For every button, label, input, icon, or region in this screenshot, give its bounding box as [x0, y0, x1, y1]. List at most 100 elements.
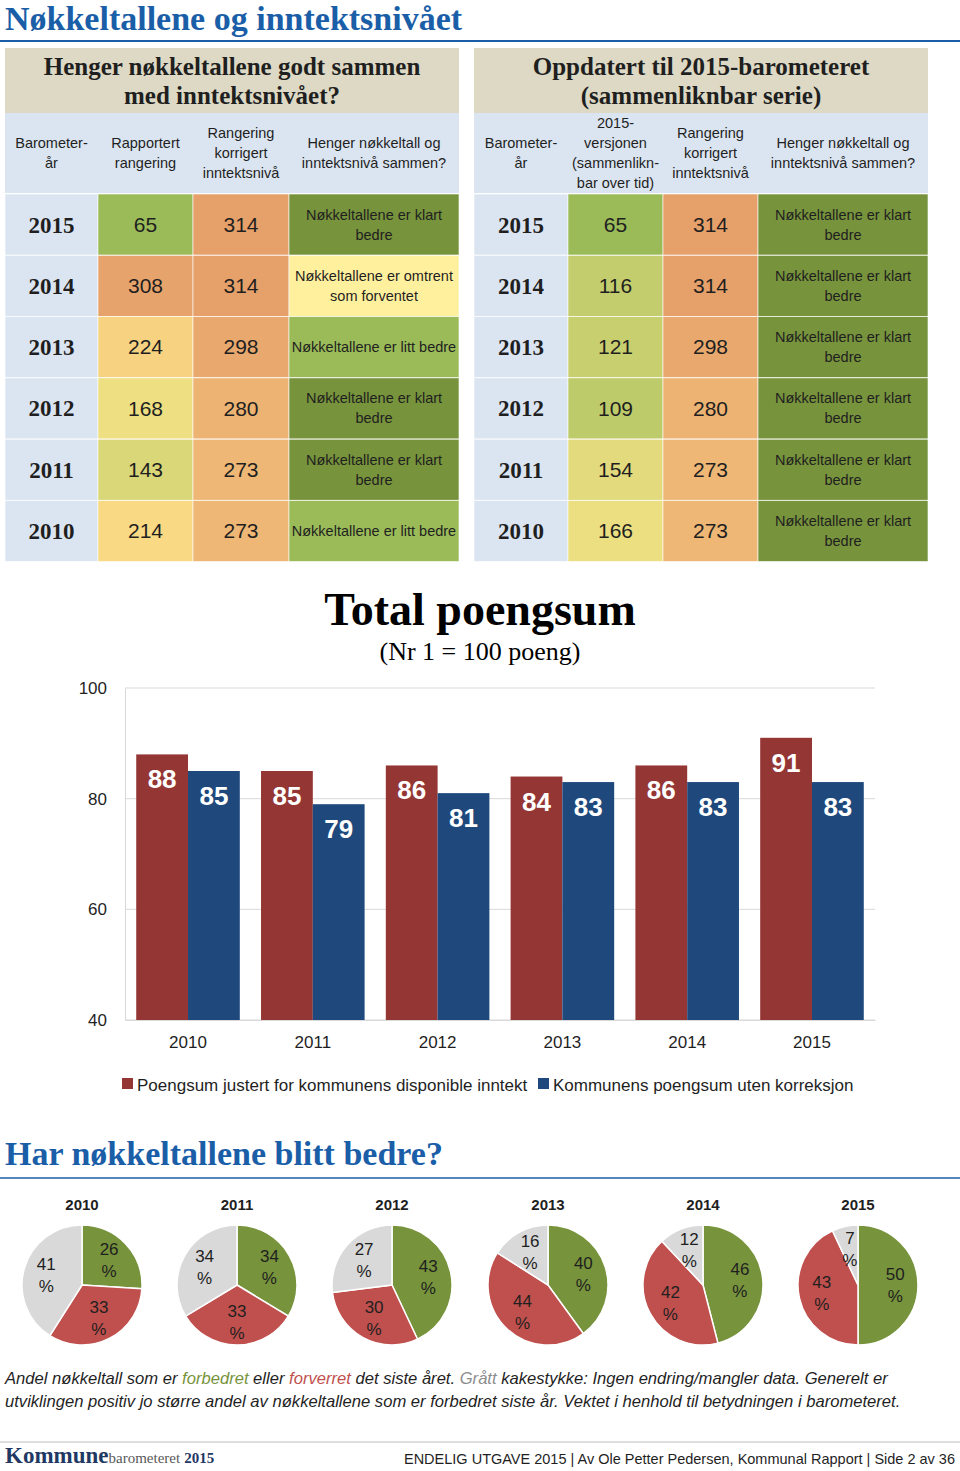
bar	[386, 765, 438, 1020]
cell	[758, 378, 928, 439]
x-tick-label: 2013	[543, 1033, 581, 1052]
cell-text: Nøkkeltallene er litt bedre	[292, 523, 456, 539]
pie-label: 7%	[842, 1229, 857, 1270]
cell	[98, 255, 193, 316]
data-label: 86	[397, 775, 426, 805]
table-title: Oppdatert til 2015-barometeret(sammenlik…	[533, 53, 870, 110]
pie-chart: 201340%44%16%	[488, 1196, 608, 1345]
cell	[193, 439, 289, 500]
pie-slice	[497, 1225, 548, 1285]
table-header: 2015-versjonen(sammenlikn-bar over tid)	[572, 115, 659, 191]
data-label: 79	[324, 814, 353, 844]
x-tick: 2015	[793, 1020, 831, 1052]
page: Nøkkeltallene og inntektsnivået Henger nø…	[0, 0, 960, 1471]
cell-text: 298	[223, 335, 258, 358]
cell-text: 168	[128, 397, 163, 420]
pie-slice	[832, 1225, 858, 1285]
data-label: 81	[449, 803, 478, 833]
bar	[562, 782, 614, 1020]
legend: Poengsum justert for kommunens disponibl…	[122, 1076, 854, 1095]
caption-text: Andel nøkkeltall som er	[5, 1369, 182, 1388]
cell-text: 308	[128, 274, 163, 297]
cell-text: 154	[598, 458, 633, 481]
cell	[5, 255, 98, 316]
page-title: Nøkkeltallene og inntektsnivået	[5, 0, 463, 37]
cell-text: 298	[693, 335, 728, 358]
section-title: Har nøkkeltallene blitt bedre?	[5, 1135, 443, 1172]
cell-text: 2010	[498, 519, 544, 544]
pie-slice	[662, 1225, 703, 1285]
cell-text: 143	[128, 458, 163, 481]
legend-swatch	[122, 1078, 133, 1089]
bar	[313, 804, 365, 1020]
cell	[289, 501, 459, 562]
x-tick-label: 2015	[793, 1033, 831, 1052]
cell	[193, 255, 289, 316]
table: Oppdatert til 2015-barometeret(sammenlik…	[474, 48, 928, 562]
y-tick-label: 60	[88, 900, 107, 919]
pie-label: 34%	[195, 1247, 214, 1288]
cell	[193, 317, 289, 378]
cell-text: Nøkkeltallene er klartbedre	[775, 329, 911, 365]
cell	[289, 378, 459, 439]
rule	[0, 1177, 960, 1179]
cell-text: 2013	[498, 335, 544, 360]
cell-text: 314	[693, 213, 728, 236]
y-tick-label: 40	[88, 1011, 107, 1030]
caption-text: forbedret	[182, 1369, 248, 1388]
bar	[511, 777, 563, 1020]
y-tick: 40	[88, 1011, 125, 1030]
x-tick-label: 2010	[169, 1033, 207, 1052]
cell	[474, 501, 568, 562]
cell-text: 2012	[498, 396, 544, 421]
cell	[98, 194, 193, 255]
cell	[289, 439, 459, 500]
bar	[812, 782, 864, 1020]
cell-text: 121	[598, 335, 633, 358]
pie-label: 16%	[521, 1232, 540, 1273]
table-title-bg	[474, 48, 928, 113]
cell	[758, 501, 928, 562]
pie-label: 44%	[513, 1292, 532, 1333]
cell-text: 116	[599, 274, 632, 297]
cell-text: 314	[693, 274, 728, 297]
data-label: 83	[574, 792, 603, 822]
chart-title: Total poengsum	[324, 584, 635, 635]
cell-text: 2015	[498, 213, 544, 238]
data-label: 86	[647, 775, 676, 805]
cell-text: Nøkkeltallene er klartbedre	[775, 268, 911, 304]
cell-text: Nøkkeltallene er omtrentsom forventet	[295, 268, 453, 304]
cell-text: 2010	[29, 519, 75, 544]
cell	[758, 317, 928, 378]
cell-text: 273	[693, 458, 728, 481]
y-tick-label: 80	[88, 790, 107, 809]
pie-label: 33%	[228, 1302, 247, 1343]
cell-text: 273	[693, 519, 728, 542]
y-tick-label: 100	[79, 679, 107, 698]
cell	[289, 317, 459, 378]
table-header: Barometer-år	[485, 135, 558, 171]
x-axis-line	[126, 1020, 876, 1021]
cell	[5, 194, 98, 255]
data-label: 85	[272, 781, 301, 811]
cell-text: 2015	[29, 213, 75, 238]
table: Henger nøkkeltallene godt sammenmed innt…	[5, 48, 459, 562]
table-title: Henger nøkkeltallene godt sammenmed innt…	[44, 53, 421, 109]
y-axis-line	[125, 689, 126, 1021]
cell-text: Nøkkeltallene er klartbedre	[306, 390, 442, 426]
x-tick: 2012	[419, 1020, 457, 1052]
footer-logo-part: 2015	[184, 1450, 214, 1466]
cell-text: 109	[598, 397, 633, 420]
pie-label: 12%	[680, 1230, 699, 1271]
cell	[568, 194, 663, 255]
cell	[568, 501, 663, 562]
pie-label: 42%	[661, 1283, 680, 1324]
pie-label: 43%	[812, 1273, 831, 1314]
bars	[136, 738, 864, 1020]
cell-text: 65	[134, 213, 157, 236]
y-tick: 60	[88, 900, 125, 919]
cell	[474, 378, 568, 439]
cell	[98, 378, 193, 439]
pie-slice	[488, 1253, 583, 1345]
caption-text: forverret	[289, 1369, 351, 1388]
